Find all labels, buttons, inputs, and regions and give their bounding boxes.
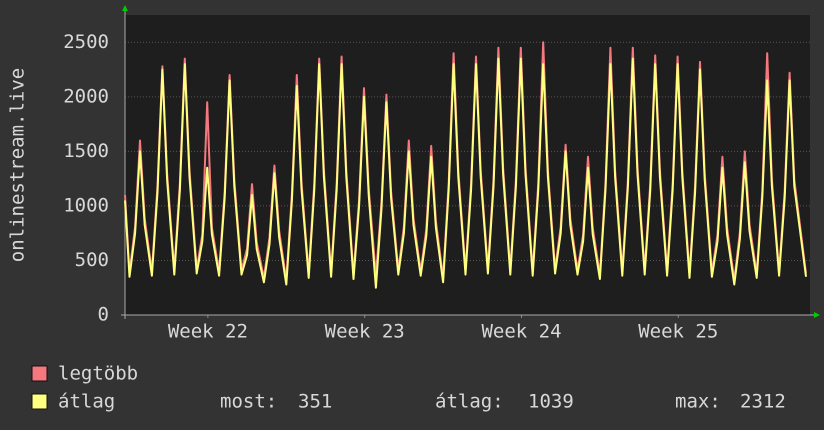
y-tick-label: 1500 [63,140,109,162]
y-tick-label: 2000 [63,85,109,107]
stat-value: 351 [298,391,332,413]
stat-value: 1039 [528,391,574,413]
plot-area [125,15,810,315]
legend-label: átlag [58,391,115,413]
stat-value: 2312 [740,391,786,413]
x-tick-label: Week 22 [168,321,248,343]
legend-label: legtöbb [58,363,138,385]
stat-label: most: [220,391,277,413]
stat-label: átlag: [435,391,504,413]
legend-swatch [31,365,48,382]
x-tick-label: Week 24 [481,321,561,343]
series-line [124,57,807,289]
stat-label: max: [675,391,721,413]
y-tick-label: 2500 [63,31,109,53]
legend-swatch [31,393,48,410]
y-tick-label: 500 [75,249,109,271]
y-tick-label: 0 [98,304,109,326]
y-axis-title: onlinestream.live [7,68,29,262]
y-tick-label: 1000 [63,194,109,216]
y-axis-arrow [122,5,128,11]
x-tick-label: Week 23 [325,321,405,343]
x-axis-arrow [814,312,820,318]
x-tick-label: Week 25 [638,321,718,343]
